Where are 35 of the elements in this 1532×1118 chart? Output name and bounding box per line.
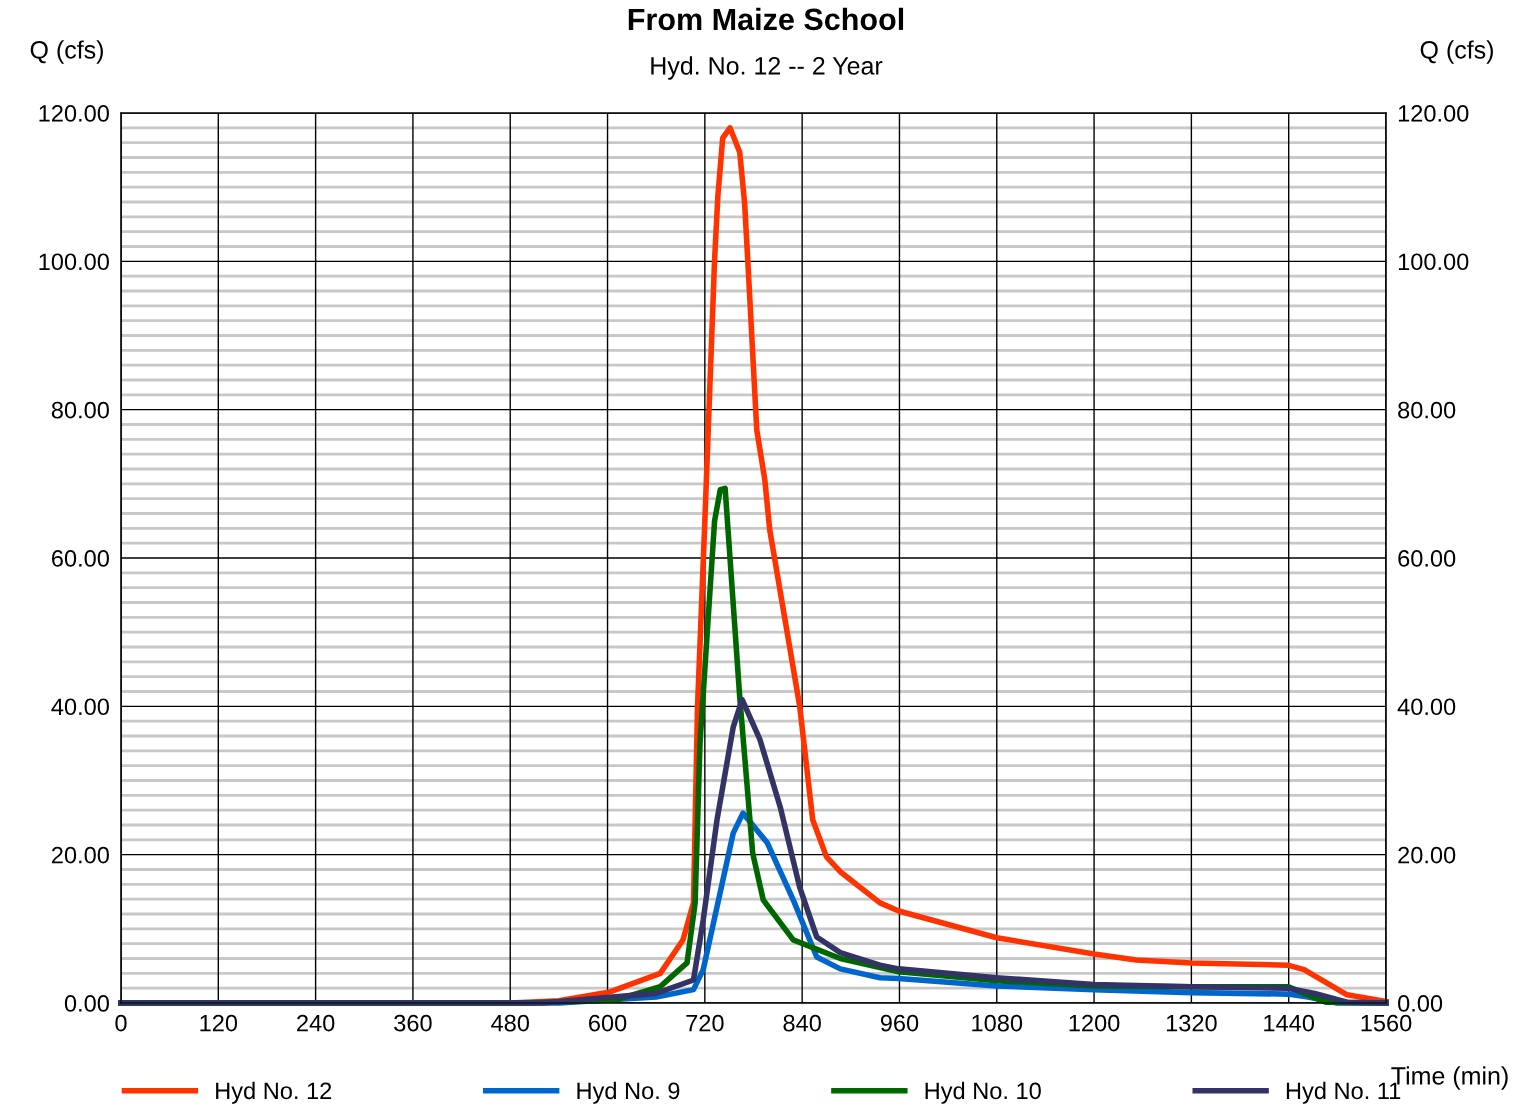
x-tick-label: 1320 xyxy=(1166,1014,1217,1032)
x-tick-label: 840 xyxy=(783,1014,821,1032)
chart-subtitle: Hyd. No. 12 -- 2 Year xyxy=(651,56,883,80)
y2-axis-title: Q (cfs) xyxy=(1420,40,1493,64)
x-tick-label: 1560 xyxy=(1361,1014,1412,1032)
x-tick-label: 360 xyxy=(394,1014,432,1032)
y-tick-label: 40.00 xyxy=(51,698,109,716)
y2-tick-label: 80.00 xyxy=(1398,401,1456,419)
x-tick-label: 1200 xyxy=(1069,1014,1120,1032)
legend-label: Hyd No. 9 xyxy=(577,1081,680,1104)
x-tick-label: 720 xyxy=(686,1014,724,1032)
x-tick-label: 120 xyxy=(200,1014,238,1032)
y-tick-label: 100.00 xyxy=(39,253,109,271)
x-tick-label: 0 xyxy=(115,1014,127,1032)
chart-title: From Maize School xyxy=(628,7,904,31)
y2-tick-label: 100.00 xyxy=(1398,253,1469,271)
y-axis-title: Q (cfs) xyxy=(30,40,103,64)
y2-tick-label: 60.00 xyxy=(1398,550,1456,567)
y-tick-label: 20.00 xyxy=(52,846,109,864)
x-tick-label: 960 xyxy=(880,1014,919,1032)
y-tick-label: 0.00 xyxy=(64,995,109,1012)
y2-tick-label: 20.00 xyxy=(1398,846,1456,864)
y2-tick-label: 120.00 xyxy=(1398,105,1469,122)
y-tick-label: 60.00 xyxy=(52,550,109,567)
x-tick-label: 1440 xyxy=(1264,1014,1315,1032)
legend-label: Hyd No. 12 xyxy=(216,1081,332,1104)
x-tick-label: 600 xyxy=(589,1014,627,1032)
y2-tick-label: 40.00 xyxy=(1397,698,1456,716)
legend-label: Hyd No. 10 xyxy=(925,1081,1041,1104)
y-tick-label: 80.00 xyxy=(51,401,109,419)
x-tick-label: 480 xyxy=(491,1014,530,1032)
y2-tick-label: 0.00 xyxy=(1398,995,1443,1012)
y-tick-label: 120.00 xyxy=(39,105,109,122)
x-tick-label: 240 xyxy=(297,1014,335,1032)
x-tick-label: 1080 xyxy=(972,1014,1023,1032)
